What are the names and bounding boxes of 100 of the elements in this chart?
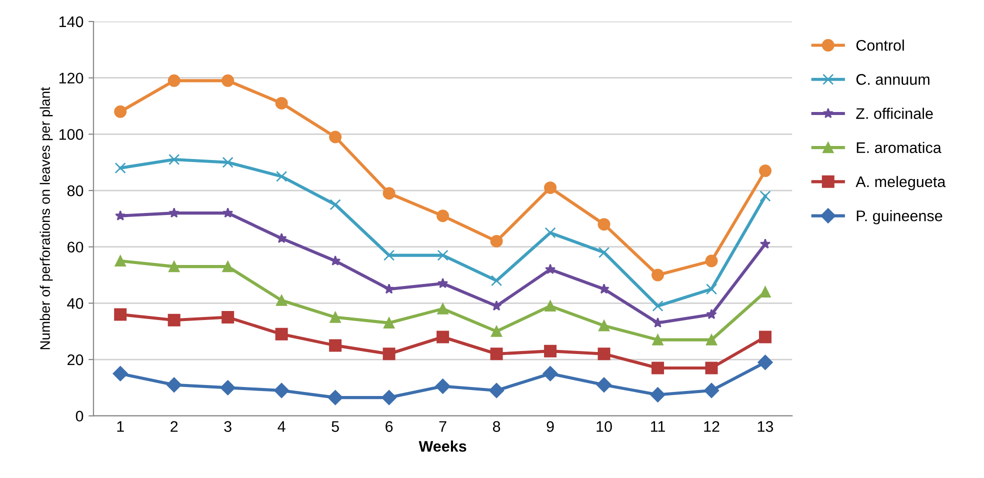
x-tick-label: 2	[170, 421, 178, 432]
point	[222, 261, 234, 272]
point	[490, 275, 502, 286]
point	[759, 330, 772, 344]
point	[330, 255, 341, 266]
point	[759, 164, 772, 178]
point	[168, 207, 180, 218]
point	[112, 366, 128, 382]
x-tick-label: 9	[546, 421, 554, 432]
point	[488, 382, 504, 398]
point	[652, 362, 664, 374]
point	[328, 390, 343, 406]
point	[330, 199, 341, 210]
point	[706, 308, 717, 320]
point	[490, 326, 502, 337]
point	[222, 207, 234, 218]
point	[760, 286, 771, 298]
point	[704, 382, 720, 398]
point	[490, 348, 503, 360]
point	[598, 320, 610, 332]
point	[329, 339, 342, 352]
point	[166, 377, 182, 392]
legend-label: Z. officinale	[856, 108, 933, 119]
point	[330, 312, 341, 323]
point	[168, 314, 180, 326]
y-tick-label: 20	[68, 354, 84, 366]
point	[598, 246, 610, 258]
x-tick-label: 3	[224, 421, 232, 432]
point	[706, 284, 718, 295]
point	[114, 255, 126, 266]
point	[220, 380, 236, 396]
point	[544, 227, 556, 238]
point	[222, 156, 234, 168]
y-axis-title: Number of perforations on leaves per plant	[40, 87, 53, 350]
point	[491, 300, 502, 311]
point	[652, 268, 664, 282]
point	[760, 190, 771, 202]
point	[706, 334, 718, 346]
legend-label: E. aromatica	[856, 142, 942, 154]
point	[437, 303, 448, 314]
point	[276, 294, 288, 306]
point	[598, 284, 610, 294]
point	[705, 254, 718, 268]
y-tick-label: 60	[68, 242, 84, 253]
point	[760, 238, 771, 249]
point	[544, 300, 556, 312]
point	[114, 105, 127, 118]
point	[222, 74, 234, 87]
point	[490, 234, 503, 248]
point	[436, 330, 450, 344]
point	[222, 311, 234, 324]
point	[384, 250, 395, 261]
x-tick-label: 13	[758, 421, 774, 432]
y-tick-label: 120	[59, 72, 84, 84]
point	[114, 162, 126, 174]
x-tick-label: 11	[651, 421, 665, 432]
x-tick-label: 5	[332, 421, 339, 432]
x-tick-label: 4	[278, 421, 286, 432]
legend-label: P. guineense	[856, 210, 942, 224]
point	[542, 366, 558, 382]
point	[168, 261, 180, 272]
point	[168, 154, 180, 166]
legend-label: Control	[856, 40, 904, 51]
point	[598, 218, 610, 231]
x-tick-label: 7	[439, 421, 446, 432]
point	[275, 96, 288, 110]
x-tick-label: 8	[492, 421, 500, 432]
legend-label: C. annuum	[856, 74, 930, 85]
y-tick-label: 80	[67, 185, 84, 196]
point	[544, 264, 556, 274]
point	[544, 344, 557, 358]
point	[652, 317, 664, 328]
point	[382, 187, 396, 200]
y-tick-label: 100	[59, 129, 84, 140]
legend-label: A. melegueta	[856, 176, 946, 190]
x-tick-label: 10	[596, 421, 612, 432]
point	[598, 348, 610, 360]
point	[435, 378, 450, 394]
point	[329, 130, 342, 144]
point	[168, 74, 180, 87]
x-tick-label: 12	[704, 421, 720, 432]
point	[705, 362, 718, 374]
point	[544, 181, 557, 194]
x-tick-label: 6	[386, 421, 393, 432]
point	[758, 354, 773, 370]
y-tick-label: 140	[59, 16, 84, 28]
point	[437, 250, 448, 261]
x-axis-title: Weeks	[418, 440, 466, 452]
point	[650, 387, 666, 402]
y-tick-label: 40	[67, 298, 84, 309]
point	[384, 284, 394, 294]
point	[381, 390, 397, 406]
x-tick-label: 1	[117, 421, 124, 432]
y-tick-label: 0	[76, 410, 84, 422]
point	[652, 300, 664, 312]
point	[276, 170, 288, 182]
point	[384, 317, 395, 328]
point	[596, 377, 612, 392]
point	[274, 382, 290, 398]
point	[275, 328, 288, 340]
